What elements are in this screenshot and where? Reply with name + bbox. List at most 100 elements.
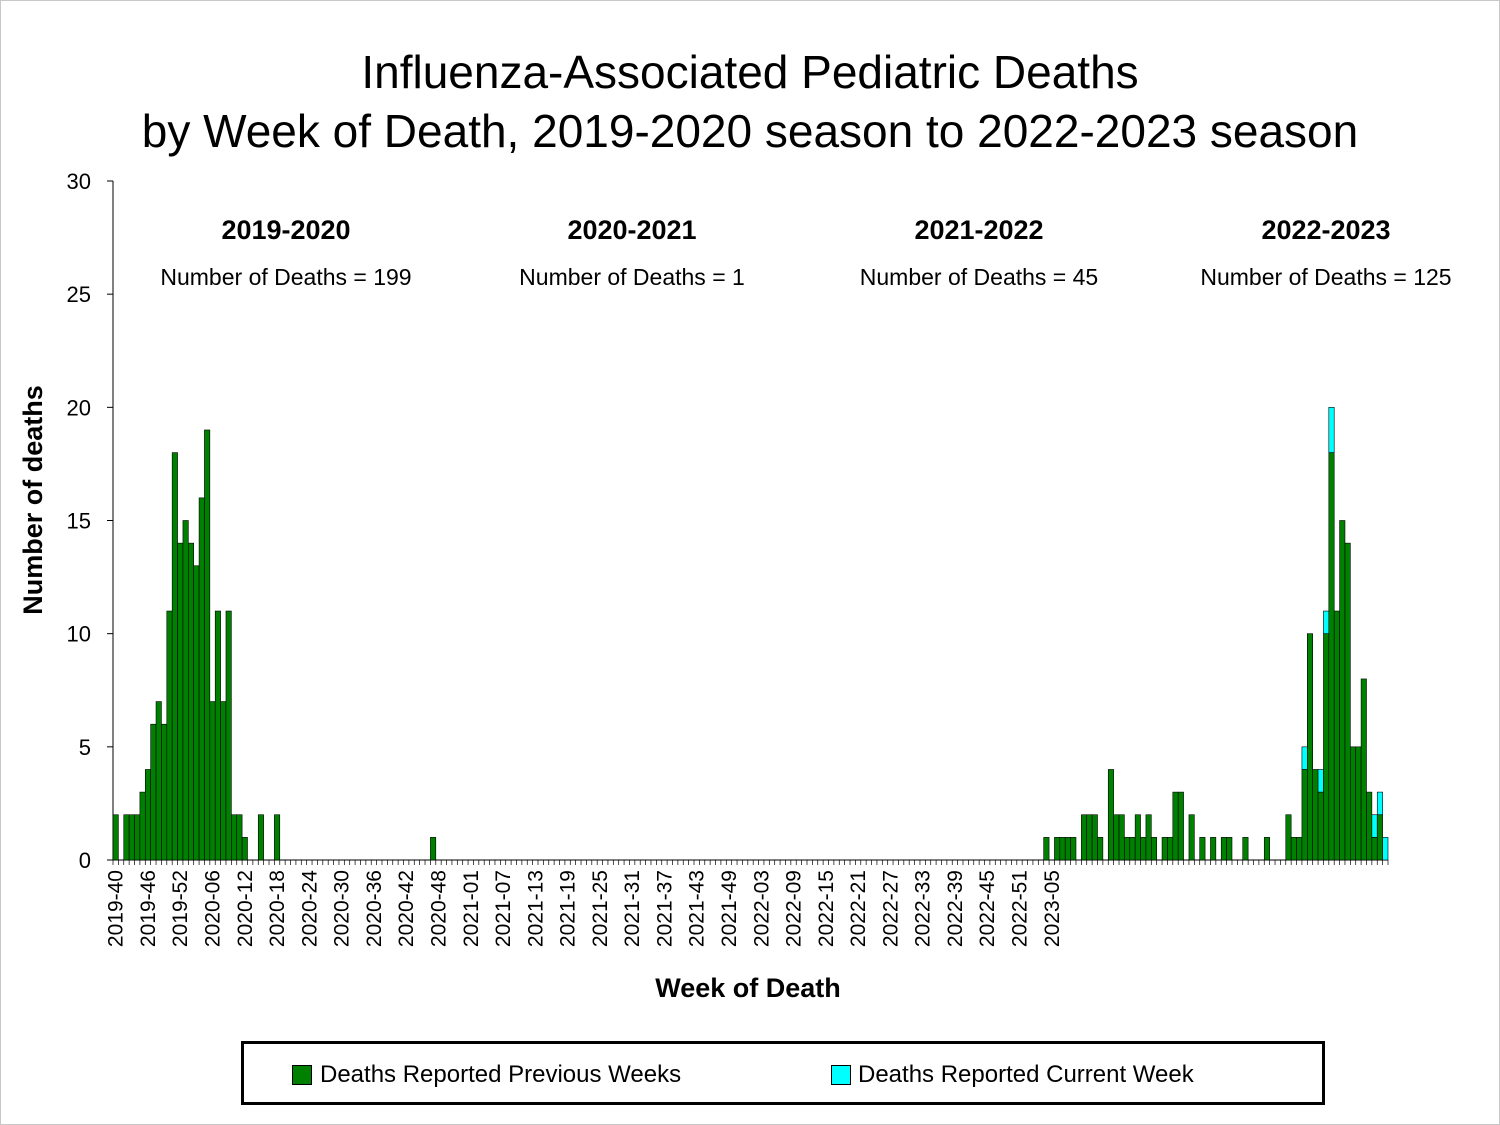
bar-previous-weeks xyxy=(1161,837,1168,861)
x-tick-label: 2020-42 xyxy=(395,870,418,947)
x-tick-label: 2021-25 xyxy=(589,870,612,947)
bar-previous-weeks xyxy=(1059,837,1066,861)
bar-current-week xyxy=(1323,610,1330,634)
x-tick-label: 2021-43 xyxy=(686,870,709,947)
bar-previous-weeks xyxy=(1177,791,1184,861)
bar-previous-weeks xyxy=(1124,837,1131,861)
x-tick-label: 2020-12 xyxy=(234,870,257,947)
bar-previous-weeks xyxy=(220,701,227,861)
bar-previous-weeks xyxy=(188,542,194,861)
bar-previous-weeks xyxy=(1043,837,1050,861)
bar-previous-weeks xyxy=(1129,837,1136,861)
x-tick-label: 2021-37 xyxy=(653,870,676,947)
bar-previous-weeks xyxy=(1360,678,1367,861)
bar-previous-weeks xyxy=(1350,746,1357,861)
x-tick-label: 2020-06 xyxy=(202,870,225,947)
bar-previous-weeks xyxy=(1070,837,1077,861)
bar-previous-weeks xyxy=(1290,837,1297,861)
bar-previous-weeks xyxy=(1344,542,1351,861)
x-tick-label: 2021-13 xyxy=(524,870,547,947)
x-tick-label: 2019-46 xyxy=(137,870,160,947)
bar-previous-weeks xyxy=(155,701,162,861)
x-tick-label: 2020-36 xyxy=(363,870,386,947)
bar-previous-weeks xyxy=(1086,814,1093,861)
x-tick-label: 2021-01 xyxy=(460,870,483,947)
x-tick-label: 2022-45 xyxy=(976,870,999,947)
bar-previous-weeks xyxy=(128,814,135,861)
season-label: 2022-2023 xyxy=(1261,215,1390,245)
y-tick-label: 10 xyxy=(67,622,91,647)
chart-title-line-1: Influenza-Associated Pediatric Deaths xyxy=(361,46,1139,98)
bar-chart: 0 5 10 15 20 25 30 2019-40 2019-46 2019-52 2020-06… xyxy=(18,169,1452,1003)
y-tick-label: 20 xyxy=(67,395,91,420)
bar-previous-weeks xyxy=(166,610,173,861)
bar-previous-weeks xyxy=(1355,746,1362,861)
bar-previous-weeks xyxy=(198,497,205,861)
bar-previous-weeks xyxy=(144,769,151,861)
bar-previous-weeks xyxy=(182,520,189,861)
y-tick-label: 5 xyxy=(79,735,91,760)
bar-previous-weeks xyxy=(241,837,248,861)
legend-swatch-current xyxy=(831,1065,851,1085)
y-tick-label: 25 xyxy=(67,282,91,307)
bar-previous-weeks xyxy=(1150,837,1157,861)
bar-current-week xyxy=(1317,769,1324,793)
bar-previous-weeks xyxy=(1323,633,1330,861)
legend-label-previous: Deaths Reported Previous Weeks xyxy=(320,1061,682,1088)
bar-previous-weeks xyxy=(1226,837,1233,861)
x-tick-label: 2019-40 xyxy=(105,870,128,947)
season-label: 2020-2021 xyxy=(567,215,696,245)
bar-previous-weeks xyxy=(1220,837,1227,861)
bar-previous-weeks xyxy=(1167,837,1174,861)
bar-previous-weeks xyxy=(134,814,141,861)
bar-previous-weeks xyxy=(274,814,281,861)
x-tick-label: 2022-21 xyxy=(847,870,870,947)
bar-previous-weeks xyxy=(1296,837,1303,861)
bar-previous-weeks xyxy=(1263,837,1270,861)
bar-previous-weeks xyxy=(1317,791,1324,861)
y-tick-label: 0 xyxy=(79,848,91,873)
bar-previous-weeks xyxy=(1328,452,1335,861)
bar-previous-weeks xyxy=(171,452,178,861)
x-tick-label: 2020-30 xyxy=(331,870,354,947)
bar-previous-weeks xyxy=(257,814,264,861)
bar-previous-weeks xyxy=(1376,814,1383,861)
bar-previous-weeks xyxy=(1107,769,1114,861)
x-tick-label: 2022-15 xyxy=(815,870,838,947)
bar-current-week xyxy=(1328,407,1335,453)
bar-previous-weeks xyxy=(177,542,184,861)
bar-previous-weeks xyxy=(214,610,221,861)
legend-swatch-previous xyxy=(292,1065,312,1085)
bar-previous-weeks xyxy=(1097,837,1104,861)
x-axis-title: Week of Death xyxy=(655,973,841,1003)
bar-previous-weeks xyxy=(1172,791,1179,861)
x-tick-label: 2021-31 xyxy=(621,870,644,947)
bar-previous-weeks xyxy=(1091,814,1098,861)
season-deaths-count: Number of Deaths = 199 xyxy=(160,264,411,290)
x-tick-label: 2022-51 xyxy=(1008,870,1031,947)
bar-previous-weeks xyxy=(1081,814,1088,861)
season-deaths-count: Number of Deaths = 125 xyxy=(1200,264,1451,290)
bar-previous-weeks xyxy=(1134,814,1141,861)
bar-previous-weeks xyxy=(1199,837,1206,861)
y-tick-label: 15 xyxy=(67,509,91,534)
bar-previous-weeks xyxy=(1333,610,1340,861)
bar-previous-weeks xyxy=(161,723,168,861)
bar-previous-weeks xyxy=(112,814,119,861)
bar-previous-weeks xyxy=(209,701,216,861)
season-label: 2021-2022 xyxy=(914,215,1043,245)
bar-previous-weeks xyxy=(1113,814,1120,861)
x-tick-label: 2020-24 xyxy=(298,870,321,947)
x-tick-label: 2022-03 xyxy=(750,870,773,947)
bar-previous-weeks xyxy=(1064,837,1071,861)
x-tick-label: 2021-49 xyxy=(718,870,741,947)
bar-previous-weeks xyxy=(1285,814,1292,861)
bar-previous-weeks xyxy=(1118,814,1125,861)
season-deaths-count: Number of Deaths = 45 xyxy=(860,264,1098,290)
bar-previous-weeks xyxy=(193,565,200,861)
bar-previous-weeks xyxy=(204,429,211,861)
x-tick-label: 2020-18 xyxy=(266,870,289,947)
bar-previous-weeks xyxy=(150,723,157,861)
bar-previous-weeks xyxy=(1054,837,1061,861)
season-deaths-count: Number of Deaths = 1 xyxy=(519,264,745,290)
